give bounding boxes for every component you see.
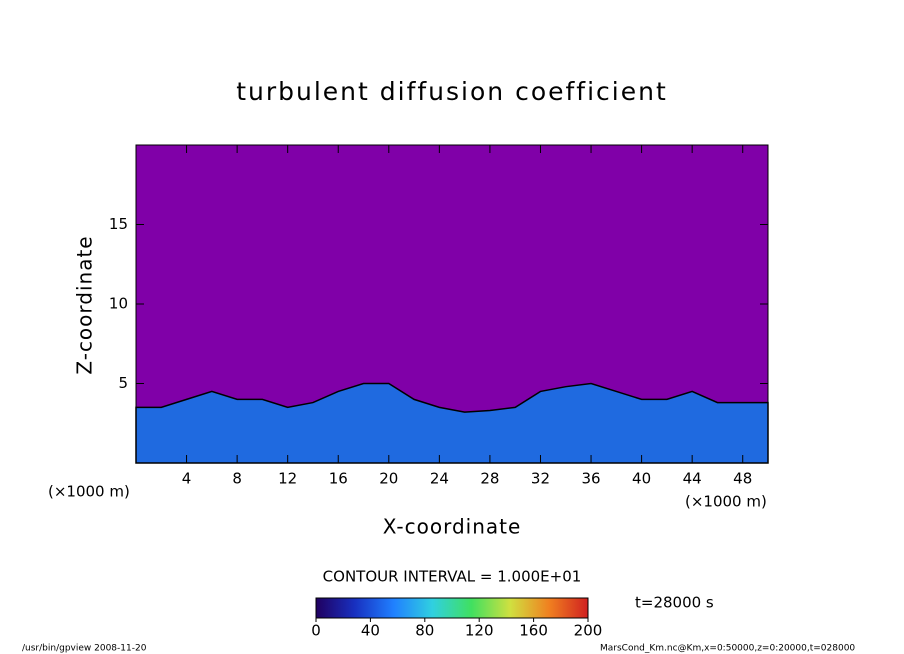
x-tick-label: 20 (379, 470, 398, 488)
x-tick-label: 48 (733, 470, 752, 488)
colorbar-tick-label: 120 (465, 622, 494, 640)
turbulent-layer (135, 382, 769, 464)
x-tick-label: 32 (531, 470, 550, 488)
x-tick-label: 44 (683, 470, 702, 488)
footer: /usr/bin/gpview 2008-11-20 (22, 644, 147, 654)
x-unit: (×1000 m) (48, 483, 130, 501)
x-tick-label: 36 (581, 470, 600, 488)
colorbar-tick-label: 40 (361, 622, 380, 640)
x-axis-label: X-coordinate (383, 515, 522, 539)
colorbar-tick-label: 80 (415, 622, 434, 640)
y-axis-label: Z-coordinate (73, 235, 97, 374)
x-tick-label: 16 (329, 470, 348, 488)
x-tick-label: 40 (632, 470, 651, 488)
colorbar-tick-label: 0 (311, 622, 321, 640)
time-label: t=28000 s (635, 594, 714, 612)
colorbar (315, 597, 589, 619)
y-tick-label: 10 (109, 295, 128, 313)
y-tick-label: 15 (109, 215, 128, 233)
x-tick-label: 28 (480, 470, 499, 488)
colorbar-tick-label: 200 (574, 622, 603, 640)
x-tick-label: 8 (232, 470, 242, 488)
footer: MarsCond_Km.nc@Km,x=0:50000,z=0:20000,t=… (600, 644, 855, 654)
colorbar-tick-label: 160 (519, 622, 548, 640)
x-unit: (×1000 m) (685, 493, 767, 511)
x-tick-label: 12 (278, 470, 297, 488)
y-tick-label: 5 (118, 374, 128, 392)
x-tick-label: 4 (182, 470, 192, 488)
contour-interval: CONTOUR INTERVAL = 1.000E+01 (323, 568, 582, 586)
chart-title: turbulent diffusion coefficient (236, 77, 668, 106)
x-tick-label: 24 (430, 470, 449, 488)
